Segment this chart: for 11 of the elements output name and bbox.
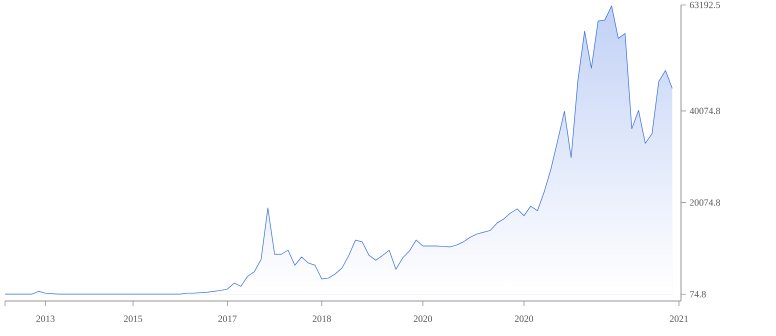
y-tick-label: 40074.8 [690, 108, 720, 114]
x-tick-label: 2017 [218, 316, 237, 322]
x-tick-label: 2020 [414, 316, 432, 322]
y-tick-label: 63192.5 [690, 2, 720, 8]
y-tick-label: 20074.8 [690, 199, 720, 206]
x-tick-label: 2013 [36, 316, 55, 322]
x-tick-label: 2018 [312, 316, 331, 322]
x-tick-label: 2021 [670, 316, 688, 322]
x-tick-label: 2020 [514, 316, 534, 322]
x-tick-label: 2015 [124, 316, 142, 322]
y-tick-label: 74.8 [690, 291, 706, 298]
